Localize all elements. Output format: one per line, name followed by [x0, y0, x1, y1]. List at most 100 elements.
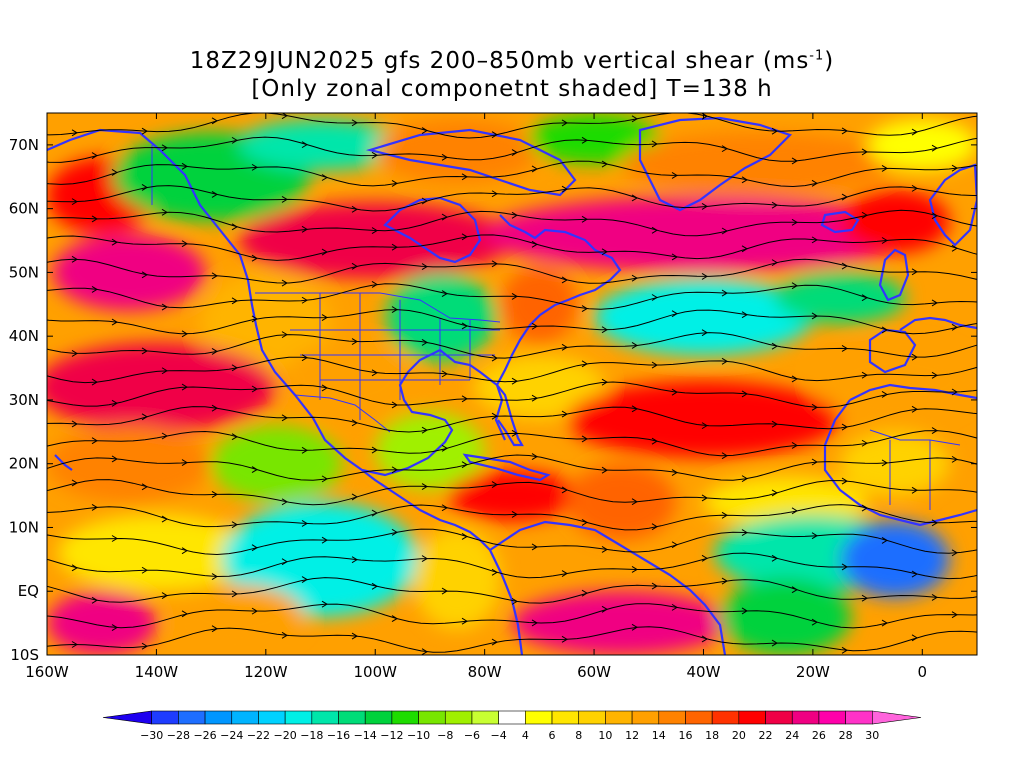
streamline-arrow: [791, 507, 798, 515]
streamline-arrow: [251, 315, 258, 323]
streamline: [47, 577, 977, 604]
plot-frame: [46, 112, 978, 656]
streamline-arrow: [511, 597, 518, 605]
streamline-arrow: [91, 152, 98, 160]
streamline-arrow: [951, 549, 958, 557]
streamline-arrow: [391, 243, 398, 251]
streamline-arrow: [951, 164, 958, 172]
streamline-arrow: [561, 486, 568, 494]
colorbar-swatch: [551, 710, 580, 725]
colorbar-label: 30: [865, 729, 879, 742]
streamline-arrow: [811, 403, 818, 411]
streamline-arrow: [281, 631, 288, 639]
lat-tick-label: 70N: [9, 136, 39, 154]
streamline: [47, 430, 977, 457]
lat-tick-label: 20N: [9, 455, 39, 473]
streamline-arrow: [371, 151, 378, 159]
streamline-arrow: [841, 262, 848, 270]
streamline-arrow: [371, 281, 378, 288]
streamline-arrow: [911, 184, 918, 192]
north-america-coast: [47, 128, 507, 477]
streamline-arrow: [91, 378, 98, 386]
colorbar-swatch: [578, 710, 606, 725]
streamline-arrow: [141, 413, 148, 421]
coastlines: [47, 116, 977, 655]
streamline: [47, 113, 977, 139]
streamline-arrow: [741, 176, 748, 184]
colorbar-label: −10: [407, 729, 430, 742]
streamline-arrow: [881, 326, 888, 334]
colorbar-swatch: [418, 710, 446, 725]
streamline-arrow: [231, 521, 238, 529]
streamline-arrow: [231, 590, 238, 598]
streamline-arrow: [161, 303, 168, 311]
streamline-arrow: [581, 305, 588, 313]
streamline-arrow: [211, 625, 218, 633]
streamline-arrow: [161, 515, 168, 523]
streamline-arrow: [231, 364, 238, 372]
streamline-arrow: [631, 498, 638, 506]
colorbar-label: 20: [732, 729, 746, 742]
streamline-arrow: [741, 529, 748, 537]
streamline-arrow: [911, 405, 918, 413]
streamline-arrow: [701, 635, 708, 643]
streamline-arrow: [741, 311, 748, 319]
streamline-arrow: [841, 345, 848, 352]
streamline-arrow: [71, 564, 78, 572]
streamline-arrow: [601, 605, 608, 613]
colorbar-label: −26: [193, 729, 216, 742]
streamline-arrow: [351, 338, 358, 345]
streamline-arrow: [181, 610, 188, 618]
streamline-arrow: [161, 592, 168, 599]
colorbar-label: 24: [785, 729, 799, 742]
streamline-arrow: [671, 469, 678, 476]
streamline-arrow: [161, 144, 168, 152]
streamline-arrow: [771, 420, 778, 428]
shear-region: [840, 189, 950, 254]
shear-region: [413, 527, 502, 630]
cuba: [462, 453, 551, 482]
streamline-arrow: [231, 223, 238, 231]
title-line1-end: ): [824, 48, 835, 74]
streamline-arrow: [231, 136, 238, 144]
streamline-arrow: [531, 453, 538, 461]
streamline-arrow: [561, 635, 568, 643]
streamline: [47, 283, 977, 310]
streamline-arrow: [601, 546, 608, 553]
streamline-arrow: [581, 136, 588, 144]
colorbar-label: 18: [705, 729, 719, 742]
colorbar-label: 14: [652, 729, 666, 742]
shear-region: [47, 425, 212, 502]
streamline-arrow: [811, 458, 818, 466]
axes: 160W 140W 120W 100W 80W 60W 40W 20W 0 70N 60N 50N 40…: [9, 113, 977, 681]
streamline-arrow: [161, 208, 168, 216]
streamline-arrow: [351, 493, 358, 501]
streamline: [47, 406, 977, 433]
streamline-arrow: [561, 119, 568, 127]
streamline-arrow: [71, 129, 78, 137]
colorbar-swatch: [471, 710, 499, 725]
streamline-arrow: [721, 577, 728, 585]
shear-region: [528, 113, 660, 165]
lat-tick-label: 30N: [9, 391, 39, 409]
streamline-arrow: [421, 426, 428, 434]
streamline-arrow: [631, 623, 638, 631]
colorbar-swatch: [311, 710, 339, 725]
colorbar-max-arrow: [872, 710, 922, 725]
lat-tick-label: 40N: [9, 327, 39, 345]
streamline-arrow: [71, 420, 78, 428]
streamline-arrow: [441, 153, 448, 161]
streamline-arrow: [861, 294, 868, 302]
colorbar-label: −22: [247, 729, 270, 742]
streamline-arrow: [811, 179, 818, 187]
streamline-arrow: [841, 646, 848, 654]
streamline-arrow: [651, 140, 658, 148]
lat-tick-label: 10S: [10, 646, 39, 664]
streamline-arrow: [421, 263, 428, 271]
streamline-arrow: [911, 268, 918, 276]
streamline-arrow: [791, 218, 798, 226]
streamline-arrow: [531, 394, 538, 402]
streamline-arrow: [91, 503, 98, 511]
florida-coast: [496, 384, 524, 447]
